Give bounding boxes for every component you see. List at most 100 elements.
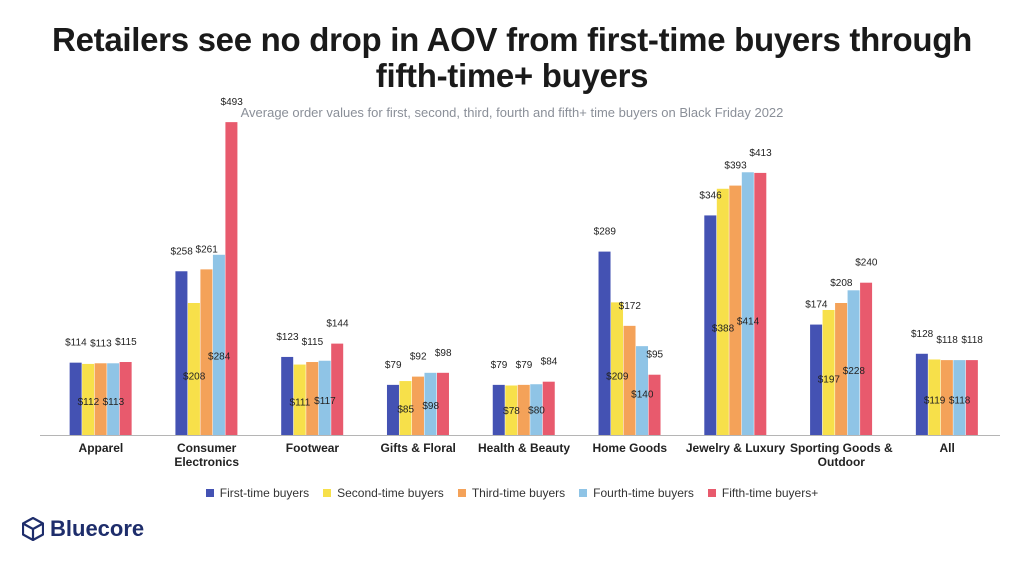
bar-2-2 xyxy=(306,362,319,435)
data-label-37: $240 xyxy=(855,258,878,269)
bar-4-4 xyxy=(542,381,555,435)
legend-label-1: Second-time buyers xyxy=(337,486,444,500)
category-label-1-0: Consumer xyxy=(177,441,237,455)
data-label-40: $128 xyxy=(911,329,934,340)
data-label-33: $388 xyxy=(712,324,735,335)
bar-4-0 xyxy=(492,384,505,435)
data-label-35: $174 xyxy=(805,300,828,311)
legend-label-0: First-time buyers xyxy=(219,486,310,500)
bar-2-4 xyxy=(331,343,344,435)
data-label-9: $284 xyxy=(208,351,231,362)
data-label-31: $393 xyxy=(724,161,747,172)
legend-item-0: First-time buyers xyxy=(205,486,310,500)
bar-6-2 xyxy=(729,185,742,435)
data-label-15: $79 xyxy=(385,360,402,371)
bar-7-3 xyxy=(847,290,860,435)
bar-4-1 xyxy=(505,385,518,435)
data-label-12: $144 xyxy=(326,319,349,330)
data-label-8: $208 xyxy=(183,372,206,383)
bar-5-0 xyxy=(598,251,611,435)
category-label-5-0: Home Goods xyxy=(592,441,667,455)
legend-item-1: Second-time buyers xyxy=(323,486,444,500)
data-label-38: $197 xyxy=(818,374,841,385)
legend-label-4: Fifth-time buyers+ xyxy=(721,486,819,500)
data-label-10: $123 xyxy=(276,332,299,343)
category-label-7-1: Outdoor xyxy=(818,455,866,469)
data-label-13: $111 xyxy=(290,397,311,408)
bar-3-2 xyxy=(411,376,424,435)
chart-legend: First-time buyers Second-time buyers Third… xyxy=(0,486,1024,500)
brand-name: Bluecore xyxy=(50,516,145,541)
category-label-4-0: Health & Beauty xyxy=(478,441,570,455)
data-label-39: $228 xyxy=(843,366,866,377)
legend-item-3: Fourth-time buyers xyxy=(579,486,694,500)
brand-logo: Bluecore xyxy=(22,516,144,542)
data-label-6: $261 xyxy=(196,244,219,255)
bar-2-0 xyxy=(281,356,294,435)
bar-0-2 xyxy=(94,363,107,435)
data-label-42: $118 xyxy=(961,335,983,346)
data-label-1: $113 xyxy=(90,338,112,349)
chart-subtitle: Average order values for first, second, … xyxy=(240,105,784,120)
bar-7-4 xyxy=(860,282,873,435)
category-label-1-1: Electronics xyxy=(174,455,239,469)
bar-5-2 xyxy=(623,325,636,435)
data-label-41: $118 xyxy=(936,335,958,346)
data-label-16: $92 xyxy=(410,352,427,363)
data-label-5: $258 xyxy=(171,246,194,257)
category-label-3-0: Gifts & Floral xyxy=(381,441,456,455)
category-label-2-0: Footwear xyxy=(286,441,340,455)
legend-item-2: Third-time buyers xyxy=(457,486,566,500)
bar-8-4 xyxy=(965,360,978,435)
legend-swatch-0 xyxy=(205,489,214,497)
bar-2-3 xyxy=(318,360,331,435)
data-label-11: $115 xyxy=(302,337,324,348)
legend-swatch-1 xyxy=(323,489,332,497)
bar-6-1 xyxy=(716,188,729,435)
bar-3-3 xyxy=(424,372,437,435)
data-label-22: $84 xyxy=(541,357,558,368)
bar-3-4 xyxy=(436,372,449,435)
data-label-7: $493 xyxy=(221,97,244,108)
bar-5-1 xyxy=(611,302,624,435)
data-label-26: $172 xyxy=(619,301,642,312)
data-label-2: $115 xyxy=(115,337,137,348)
bar-8-2 xyxy=(940,360,953,435)
bar-7-2 xyxy=(835,303,848,435)
bar-0-3 xyxy=(107,363,120,435)
bar-0-0 xyxy=(69,362,82,435)
bar-5-4 xyxy=(648,374,661,435)
bar-6-3 xyxy=(741,172,754,435)
data-label-32: $413 xyxy=(749,148,772,159)
chart-title-line-1: Retailers see no drop in AOV from first-… xyxy=(52,21,972,58)
category-label-8-0: All xyxy=(939,441,954,455)
category-label-7-0: Sporting Goods & xyxy=(790,441,893,455)
data-label-25: $289 xyxy=(594,227,617,238)
chart-title: Retailers see no drop in AOV from first-… xyxy=(0,22,1024,94)
bar-8-0 xyxy=(915,353,928,435)
data-label-14: $117 xyxy=(314,396,336,407)
bar-6-0 xyxy=(704,215,717,435)
bar-4-3 xyxy=(530,384,543,435)
legend-label-2: Third-time buyers xyxy=(471,486,566,500)
bar-8-3 xyxy=(953,360,966,435)
data-label-19: $98 xyxy=(422,401,439,412)
category-label-6-0: Jewelry & Luxury xyxy=(686,441,786,455)
bar-6-4 xyxy=(754,172,767,435)
data-label-44: $118 xyxy=(949,396,971,407)
cube-logo-icon xyxy=(22,517,44,541)
data-label-0: $114 xyxy=(65,338,87,349)
legend-item-4: Fifth-time buyers+ xyxy=(707,486,819,500)
bar-3-1 xyxy=(399,381,412,435)
bar-7-0 xyxy=(810,324,823,435)
data-label-28: $209 xyxy=(606,371,629,382)
data-label-20: $79 xyxy=(491,360,508,371)
data-label-36: $208 xyxy=(830,278,853,289)
bar-3-0 xyxy=(386,384,399,435)
bar-1-1 xyxy=(187,303,200,435)
legend-label-3: Fourth-time buyers xyxy=(593,486,694,500)
legend-swatch-4 xyxy=(707,489,716,497)
bar-0-4 xyxy=(119,362,132,435)
data-label-4: $113 xyxy=(103,397,125,408)
bar-1-4 xyxy=(225,122,238,435)
